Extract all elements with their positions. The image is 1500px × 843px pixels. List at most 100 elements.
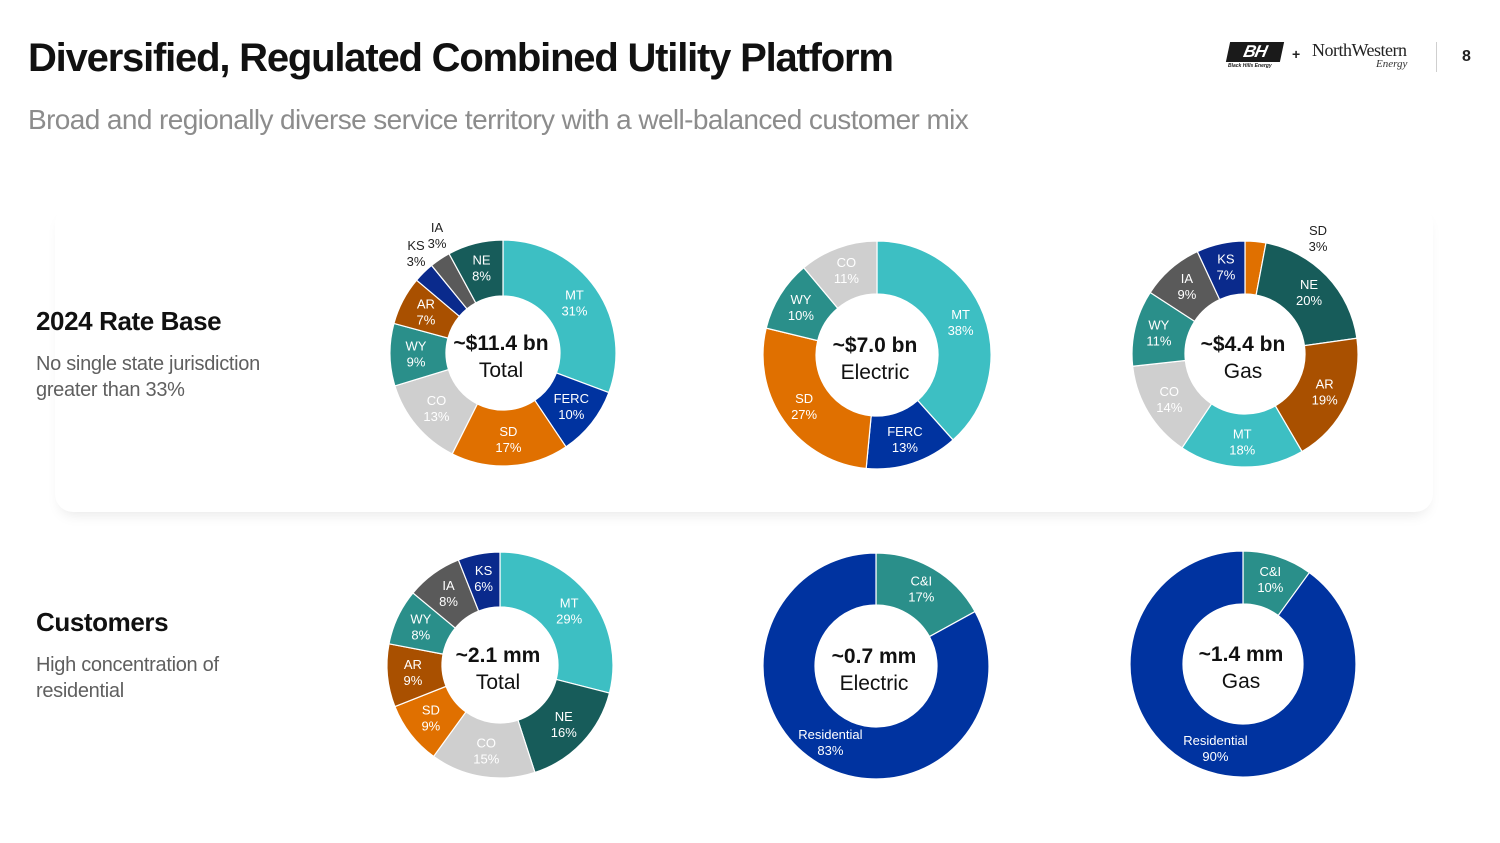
customers-gas-center-label: Gas — [1222, 670, 1261, 693]
ratebase-gas-label-mt: MT — [1233, 426, 1252, 441]
customers-total-label-ar: AR — [404, 657, 422, 672]
ratebase-total-label-ks: KS — [407, 238, 425, 253]
ratebase-total-pct-mt: 31% — [561, 303, 587, 318]
ratebase-total-label-ar: AR — [417, 297, 435, 312]
customers-gas-label-residential: Residential — [1183, 733, 1247, 748]
ratebase-gas-label-ia: IA — [1181, 271, 1194, 286]
ratebase-gas-pct-ks: 7% — [1216, 268, 1235, 283]
rate-base-description: No single state jurisdiction greater tha… — [36, 353, 260, 401]
ratebase-total-label-co: CO — [427, 393, 447, 408]
ratebase-electric-label-mt: MT — [951, 307, 970, 322]
customers-electric-center-label: Electric — [840, 672, 909, 695]
customers-electric-pct-c-i: 17% — [908, 589, 934, 604]
customers-heading: Customers — [36, 607, 169, 637]
ratebase-total-pct-ne: 8% — [472, 269, 491, 284]
ratebase-gas-pct-ar: 19% — [1312, 393, 1338, 408]
ratebase-gas-pct-ne: 20% — [1296, 293, 1322, 308]
customers-total-pct-mt: 29% — [556, 611, 582, 626]
customers-total-slice-ks — [457, 551, 501, 612]
ratebase-gas-pct-co: 14% — [1156, 400, 1182, 415]
customers-gas-pct-c-i: 10% — [1257, 580, 1283, 595]
ratebase-total-label-mt: MT — [565, 287, 584, 302]
ratebase-gas-label-wy: WY — [1148, 318, 1169, 333]
ratebase-gas-slice-ks — [1196, 240, 1246, 301]
ratebase-electric-pct-ferc: 13% — [892, 440, 918, 455]
ratebase-electric-slice-mt — [876, 240, 992, 441]
ratebase-total-center-value: ~$11.4 bn — [453, 332, 548, 355]
ratebase-total-pct-wy: 9% — [407, 354, 426, 369]
ratebase-total-slice-ne — [448, 239, 504, 304]
customers-electric-slice-residential — [762, 552, 990, 780]
ratebase-gas-label-ne: NE — [1300, 277, 1318, 292]
customers-gas-pct-residential: 90% — [1202, 749, 1228, 764]
ratebase-electric-label-wy: WY — [790, 292, 811, 307]
black-hills-logo: BH Black Hills Energy — [1225, 42, 1285, 70]
customers-electric-label-residential: Residential — [798, 727, 862, 742]
ratebase-gas-label-ks: KS — [1217, 252, 1235, 267]
customers-electric-label-c-i: C&I — [910, 573, 932, 588]
ratebase-electric-pct-sd: 27% — [791, 407, 817, 422]
ratebase-gas-label-co: CO — [1160, 384, 1180, 399]
ratebase-total-label-sd: SD — [499, 424, 517, 439]
header-divider — [1436, 42, 1437, 72]
ratebase-electric-center-value: ~$7.0 bn — [833, 334, 918, 357]
customers-electric-center-value: ~0.7 mm — [832, 645, 917, 668]
ratebase-total-label-ne: NE — [473, 253, 491, 268]
customers-total-label-ne: NE — [555, 709, 573, 724]
ratebase-gas-label-sd: SD — [1309, 223, 1327, 238]
customers-label: Customers High concentration of resident… — [36, 607, 219, 704]
ratebase-total-label-ia: IA — [431, 220, 444, 235]
customers-total-pct-sd: 9% — [421, 719, 440, 734]
ratebase-gas-pct-ia: 9% — [1178, 287, 1197, 302]
customers-total-pct-ar: 9% — [403, 673, 422, 688]
ratebase-total-center-label: Total — [479, 359, 523, 382]
page-number: 8 — [1462, 48, 1471, 65]
rate-base-label: 2024 Rate Base No single state jurisdict… — [36, 306, 260, 403]
customers-total-label-co: CO — [477, 735, 497, 750]
ratebase-total-pct-ks: 3% — [407, 254, 426, 269]
ratebase-gas-center-value: ~$4.4 bn — [1201, 333, 1286, 356]
ratebase-total-pct-ar: 7% — [417, 313, 436, 328]
customers-gas-slice-residential — [1129, 550, 1357, 778]
ratebase-electric-label-sd: SD — [795, 391, 813, 406]
customers-total-pct-ks: 6% — [474, 579, 493, 594]
header-logos: BH Black Hills Energy + NorthWestern Ene… — [1200, 38, 1500, 78]
ratebase-electric-label-ferc: FERC — [887, 424, 922, 439]
northwestern-logo: NorthWestern — [1312, 40, 1407, 60]
customers-total-label-mt: MT — [560, 595, 579, 610]
ratebase-gas-pct-wy: 11% — [1146, 334, 1171, 349]
customers-total-label-wy: WY — [410, 612, 431, 627]
ratebase-gas-slice-ar — [1274, 337, 1359, 453]
ratebase-total-donut: MT31%FERC10%SD17%CO13%WY9%AR7%KS3%IA3%NE… — [389, 220, 617, 467]
ratebase-gas-pct-sd: 3% — [1309, 239, 1328, 254]
customers-total-label-ks: KS — [475, 563, 493, 578]
ratebase-electric-label-co: CO — [837, 255, 857, 270]
customers-total-pct-ne: 16% — [551, 725, 577, 740]
ratebase-total-pct-co: 13% — [423, 409, 449, 424]
ratebase-electric-pct-co: 11% — [834, 271, 859, 286]
ratebase-total-pct-ia: 3% — [428, 236, 447, 251]
rate-base-heading: 2024 Rate Base — [36, 306, 222, 336]
ratebase-total-pct-sd: 17% — [495, 440, 521, 455]
northwestern-logo-sub: Energy — [1376, 58, 1408, 70]
customers-total-slice-mt — [499, 551, 614, 694]
page-subtitle: Broad and regionally diverse service ter… — [28, 104, 969, 135]
customers-total-donut: MT29%NE16%CO15%SD9%AR9%WY8%IA8%KS6%~2.1 … — [386, 551, 614, 779]
customers-total-label-ia: IA — [442, 578, 455, 593]
customers-description: High concentration of residential — [36, 654, 219, 702]
customers-total-pct-ia: 8% — [439, 594, 458, 609]
customers-total-pct-co: 15% — [473, 751, 499, 766]
ratebase-total-label-ferc: FERC — [554, 391, 589, 406]
page-title: Diversified, Regulated Combined Utility … — [28, 36, 894, 80]
customers-total-center-label: Total — [476, 671, 520, 694]
logo-plus: + — [1292, 46, 1301, 62]
customers-electric-pct-residential: 83% — [817, 743, 843, 758]
customers-total-pct-wy: 8% — [411, 628, 430, 643]
customers-gas-center-value: ~1.4 mm — [1199, 643, 1284, 666]
customers-total-label-sd: SD — [422, 703, 440, 718]
